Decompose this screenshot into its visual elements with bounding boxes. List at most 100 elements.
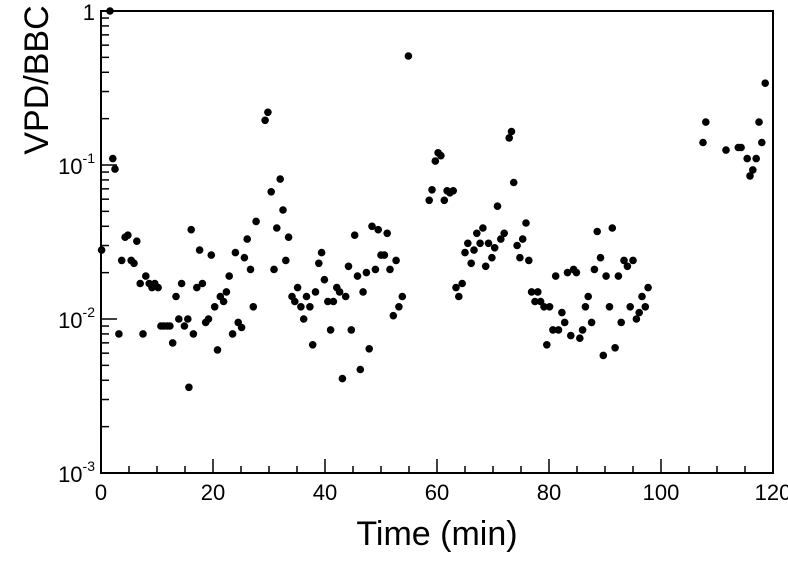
y-tick-label: 10-3 [58, 458, 95, 487]
data-point [293, 283, 302, 292]
data-point [231, 248, 240, 257]
data-point [699, 138, 707, 147]
data-point [440, 196, 449, 205]
data-point [302, 292, 311, 301]
data-point [225, 272, 233, 280]
data-point [626, 303, 634, 311]
data-point [207, 251, 216, 259]
data-point [398, 292, 407, 301]
y-tick-label: 10-2 [58, 304, 95, 333]
data-point [497, 235, 505, 243]
data-point [136, 279, 144, 288]
data-point [130, 259, 138, 268]
data-point [449, 187, 458, 195]
data-point [641, 303, 650, 311]
data-point [617, 318, 625, 327]
x-axis-title: Time (min) [356, 515, 517, 553]
data-point [308, 341, 317, 349]
data-point [638, 292, 646, 301]
data-point [311, 288, 320, 296]
data-point [644, 283, 652, 292]
data-point [249, 303, 258, 311]
data-point [464, 239, 472, 248]
data-point [635, 308, 643, 317]
x-tick-label: 0 [95, 480, 107, 505]
data-point [97, 246, 106, 254]
data-point [608, 224, 617, 232]
data-point [222, 288, 231, 296]
data-point [560, 318, 569, 327]
data-point [534, 288, 542, 296]
data-point [761, 79, 769, 87]
data-point [452, 283, 460, 292]
data-point [383, 229, 392, 238]
data-point [470, 246, 478, 254]
data-point [522, 219, 530, 227]
data-point [175, 315, 183, 323]
data-point [299, 315, 308, 323]
data-point [237, 323, 246, 332]
data-point [324, 297, 332, 306]
data-point [180, 322, 189, 330]
data-point [353, 272, 362, 280]
data-point [722, 146, 730, 154]
data-point [213, 346, 222, 354]
y-axis-title: VPD/BBC [18, 5, 56, 154]
data-point [273, 224, 281, 232]
y-tick-exponent: -1 [83, 150, 96, 166]
data-point [455, 292, 463, 301]
data-point [109, 154, 117, 163]
data-point [291, 297, 299, 306]
data-point [509, 178, 518, 187]
data-point [106, 7, 114, 15]
data-point [563, 268, 572, 277]
data-point [752, 154, 760, 163]
data-point [371, 265, 380, 274]
data-point [228, 330, 237, 338]
data-point [590, 265, 599, 274]
data-point [347, 326, 356, 334]
data-point [261, 116, 269, 125]
y-tick-base: 1 [83, 0, 95, 25]
data-point [139, 330, 147, 338]
data-points [97, 7, 769, 392]
data-point [549, 326, 557, 334]
data-point [578, 326, 587, 334]
data-point [315, 259, 323, 268]
data-point [219, 297, 228, 306]
data-point [276, 175, 285, 183]
data-point [593, 227, 601, 236]
y-tick-base: 10 [58, 308, 82, 333]
data-point [507, 127, 516, 136]
data-point [124, 231, 132, 239]
data-point [605, 303, 614, 311]
data-point [172, 292, 180, 301]
data-point [484, 239, 493, 248]
data-point [117, 256, 126, 265]
data-point [338, 374, 347, 383]
data-point [198, 279, 207, 288]
data-point [518, 235, 527, 243]
data-point [386, 265, 394, 274]
y-tick-label: 1 [83, 0, 95, 25]
data-point [458, 279, 467, 288]
data-point [490, 244, 499, 252]
data-point [558, 308, 566, 317]
data-point [284, 233, 293, 241]
x-tick-label: 40 [313, 480, 337, 505]
data-point [746, 172, 754, 180]
data-point [350, 231, 359, 239]
data-point [166, 322, 174, 330]
data-point [431, 157, 440, 165]
data-point [599, 351, 608, 360]
data-point [425, 196, 434, 205]
data-point [246, 265, 255, 274]
data-point [282, 256, 290, 265]
data-point [461, 248, 469, 257]
data-point [476, 239, 484, 248]
data-point [270, 265, 278, 274]
data-point [702, 118, 710, 126]
data-point [267, 188, 276, 196]
data-point [584, 292, 592, 301]
